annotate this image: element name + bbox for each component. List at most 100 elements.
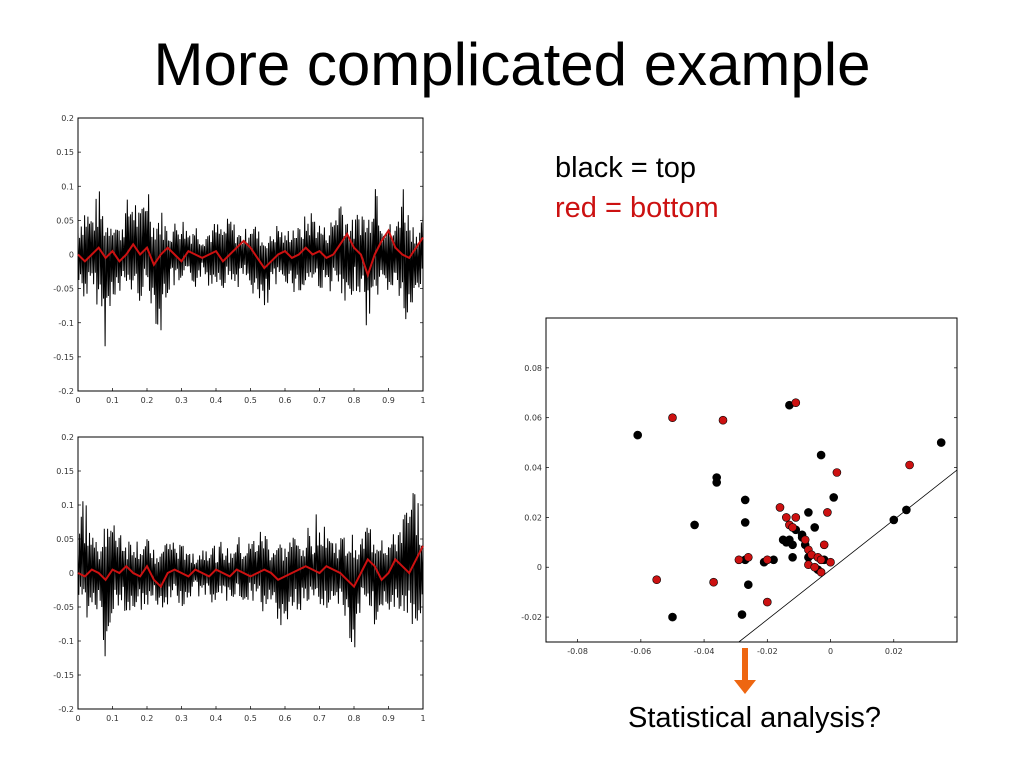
scatter-point-top [816, 450, 826, 460]
scatter-point-top [788, 540, 797, 550]
legend-black-label: black = top [555, 152, 697, 184]
x-tick-label: 0.8 [348, 714, 361, 723]
scatter-point-bottom [788, 523, 797, 532]
scatter-frame [545, 317, 958, 643]
y-tick-label: -0.05 [53, 603, 74, 612]
y-tick-label: 0.04 [524, 464, 542, 473]
series-red-line [77, 545, 424, 589]
scatter-point-top [737, 610, 747, 619]
x-tick-label: 0.6 [279, 714, 292, 723]
scatter-point-bottom [668, 413, 677, 423]
y-tick-label: 0.08 [524, 364, 542, 373]
x-tick-label: 0 [828, 647, 833, 656]
y-tick-label: -0.1 [58, 319, 74, 328]
scatter-point-bottom [734, 555, 744, 565]
y-tick-label: -0.1 [58, 637, 74, 646]
x-tick-label: 0 [75, 714, 80, 723]
x-tick-label: 0.6 [279, 396, 292, 405]
x-tick-label: 1 [420, 396, 425, 405]
scatter-point-top [804, 508, 813, 517]
x-tick-label: 0.02 [885, 647, 903, 656]
x-tick-label: 0.5 [244, 396, 257, 405]
scatter-point-top [633, 430, 643, 440]
x-tick-label: 0.8 [348, 396, 361, 405]
x-tick-label: 0.1 [106, 714, 119, 723]
scatter-point-top [668, 612, 677, 622]
x-tick-label: 0.7 [313, 396, 326, 405]
fit-line [738, 469, 957, 642]
x-tick-label: -0.06 [630, 647, 651, 656]
y-tick-label: -0.2 [58, 705, 74, 714]
scatter-point-bottom [743, 552, 753, 562]
x-tick-label: -0.04 [694, 647, 715, 656]
scatter-point-bottom [826, 557, 835, 567]
scatter-point-bottom [810, 562, 820, 572]
scatter-point-bottom [823, 508, 832, 517]
scatter-point-top [740, 495, 750, 505]
y-tick-label: -0.2 [58, 387, 74, 396]
series-red-line [77, 228, 424, 279]
scatter-point-bottom [816, 555, 826, 565]
scatter-point-bottom [791, 513, 801, 522]
x-tick-label: 0.4 [210, 396, 223, 405]
y-tick-label: -0.02 [521, 613, 542, 622]
scatter-point-top [810, 523, 820, 532]
y-tick-label: 0.05 [56, 535, 74, 544]
y-tick-label: 0.05 [56, 216, 74, 225]
scatter-point-top [788, 552, 797, 562]
x-tick-label: 0.2 [141, 714, 154, 723]
series-black-line [77, 493, 424, 657]
y-tick-label: 0.02 [524, 513, 542, 522]
arrow-down-icon [734, 680, 756, 694]
scatter-point-bottom [781, 513, 791, 522]
scatter-point-bottom [718, 415, 728, 425]
x-tick-label: 0.7 [313, 714, 326, 723]
x-tick-label: 0.5 [244, 714, 257, 723]
scatter-point-bottom [762, 555, 772, 565]
y-tick-label: -0.15 [53, 353, 74, 362]
scatter-point-bottom [819, 540, 829, 550]
scatter-point-bottom [905, 460, 914, 470]
scatter-point-top [712, 473, 722, 482]
scatter-point-top [740, 518, 750, 527]
scatter-point-top [743, 580, 753, 590]
x-tick-label: 0.9 [382, 396, 395, 405]
scatter-point-bottom [800, 535, 810, 545]
y-tick-label: 0.2 [61, 433, 74, 442]
arrow-shaft [742, 648, 748, 682]
y-tick-label: 0 [537, 563, 542, 572]
x-tick-label: 0 [75, 396, 80, 405]
scatter-point-top [829, 493, 839, 502]
y-tick-label: 0.1 [61, 182, 74, 191]
x-tick-label: -0.02 [757, 647, 778, 656]
slide-title: More complicated example [153, 31, 871, 98]
scatter-point-top [889, 515, 899, 525]
scatter-point-bottom [762, 597, 772, 607]
y-tick-label: -0.15 [53, 671, 74, 680]
x-tick-label: 0.3 [175, 714, 188, 723]
scatter-point-top [936, 438, 946, 447]
y-tick-label: -0.05 [53, 285, 74, 294]
y-tick-label: 0.2 [61, 114, 74, 123]
x-tick-label: 1 [420, 714, 425, 723]
scatter-point-bottom [816, 567, 826, 577]
y-tick-label: 0 [69, 251, 74, 260]
scatter-point-bottom [832, 468, 842, 477]
x-tick-label: 0.2 [141, 396, 154, 405]
scatter-point-top [902, 505, 911, 515]
scatter-point-bottom [791, 398, 801, 408]
x-tick-label: 0.4 [210, 714, 223, 723]
y-tick-label: 0.1 [61, 501, 74, 510]
statistical-analysis-label: Statistical analysis? [628, 702, 882, 734]
scatter-point-bottom [775, 503, 785, 512]
y-tick-label: 0.15 [56, 148, 74, 157]
scatter-point-bottom [709, 577, 718, 587]
scatter-point-top [690, 520, 699, 530]
x-tick-label: 0.3 [175, 396, 188, 405]
y-tick-label: 0.15 [56, 467, 74, 476]
x-tick-label: 0.1 [106, 396, 119, 405]
y-tick-label: 0 [69, 569, 74, 578]
scatter-point-bottom [652, 575, 662, 585]
x-tick-label: -0.08 [567, 647, 588, 656]
